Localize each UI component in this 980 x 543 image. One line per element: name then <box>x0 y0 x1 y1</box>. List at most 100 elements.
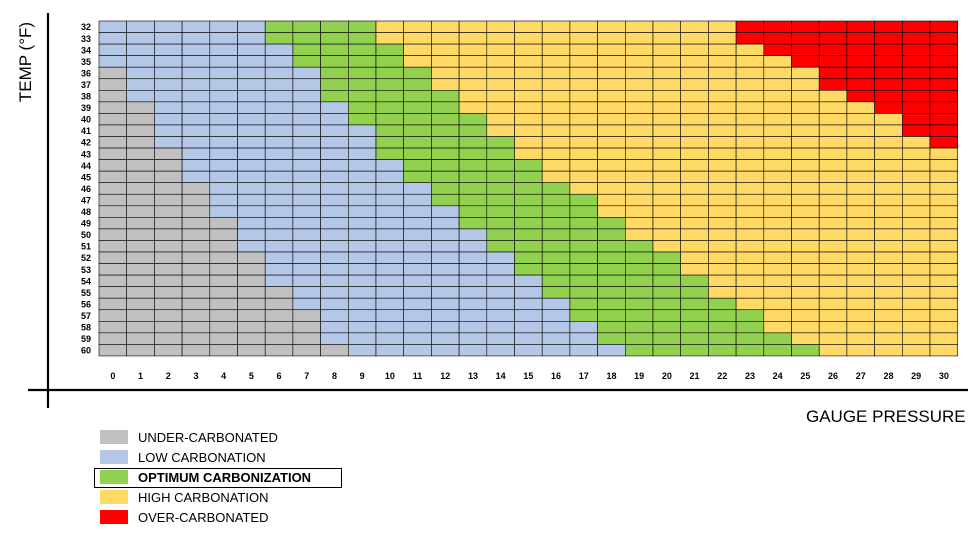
heatmap-cell <box>154 286 183 299</box>
heatmap-cell <box>541 332 571 345</box>
x-tick-label: 2 <box>166 371 171 381</box>
heatmap-cell <box>597 344 626 357</box>
heatmap-cell <box>708 147 737 160</box>
heatmap-cell <box>874 55 903 68</box>
heatmap-cell <box>264 66 294 80</box>
heatmap-cell <box>680 205 709 218</box>
x-tick-label: 27 <box>856 371 866 381</box>
heatmap-cell <box>680 286 709 299</box>
heatmap-cell <box>431 193 460 207</box>
heatmap-cell <box>292 217 321 230</box>
heatmap-cell <box>929 159 959 172</box>
heatmap-cell <box>818 101 848 114</box>
heatmap-cell <box>347 309 377 322</box>
heatmap-cell <box>791 78 820 91</box>
heatmap-cell <box>292 113 321 126</box>
heatmap-cell <box>514 263 543 276</box>
heatmap-cell <box>735 170 765 183</box>
heatmap-cell <box>901 344 931 357</box>
heatmap-cell <box>154 344 183 357</box>
heatmap-cell <box>264 193 294 207</box>
y-tick-label: 60 <box>81 346 91 356</box>
x-tick-label: 9 <box>360 371 365 381</box>
heatmap-cell <box>541 78 571 91</box>
heatmap-cell <box>181 147 211 160</box>
x-tick-label: 10 <box>385 371 395 381</box>
heatmap-cell <box>458 124 488 137</box>
heatmap-cell <box>375 297 405 311</box>
heatmap-cell <box>181 43 211 56</box>
heatmap-cell <box>569 124 598 137</box>
heatmap-cell <box>846 274 875 287</box>
heatmap-cell <box>791 274 820 287</box>
heatmap-cell <box>929 193 959 207</box>
heatmap-cell <box>874 43 903 56</box>
y-tick-label: 56 <box>81 299 91 309</box>
heatmap-cell <box>846 193 875 207</box>
heatmap-cell <box>514 136 543 149</box>
heatmap-cell <box>292 147 321 160</box>
heatmap-cell <box>929 240 959 253</box>
heatmap-cell <box>735 332 765 345</box>
heatmap-cell <box>818 182 848 195</box>
heatmap-cell <box>126 182 155 195</box>
heatmap-cell <box>569 159 598 172</box>
heatmap-cell <box>126 20 155 33</box>
heatmap-cell <box>154 320 183 334</box>
heatmap-cell <box>126 320 155 334</box>
heatmap-cell <box>874 90 903 103</box>
heatmap-cell <box>264 274 294 287</box>
heatmap-cell <box>209 297 238 311</box>
heatmap-cell <box>264 20 294 33</box>
x-tick-label: 15 <box>523 371 533 381</box>
heatmap-cell <box>708 193 737 207</box>
heatmap-cell <box>486 113 515 126</box>
heatmap-cell <box>652 320 682 334</box>
heatmap-cell <box>569 228 598 241</box>
y-tick-label: 34 <box>81 45 91 55</box>
heatmap-cell <box>846 113 875 126</box>
heatmap-cell <box>541 170 571 183</box>
heatmap-cell <box>763 113 792 126</box>
heatmap-cell <box>486 136 515 149</box>
heatmap-cell <box>486 309 515 322</box>
heatmap-cell <box>209 78 238 91</box>
heatmap-cell <box>431 136 460 149</box>
heatmap-cell <box>569 309 598 322</box>
heatmap-cell <box>98 136 128 149</box>
heatmap-cell <box>181 217 211 230</box>
heatmap-cell <box>292 344 321 357</box>
heatmap-cell <box>680 136 709 149</box>
legend-item-low: LOW CARBONATION <box>98 448 348 468</box>
heatmap-cell <box>237 228 266 241</box>
heatmap-cell <box>514 344 543 357</box>
legend-item-optimum: OPTIMUM CARBONIZATION <box>98 468 348 488</box>
heatmap-cell <box>375 170 405 183</box>
heatmap-cell <box>209 66 238 80</box>
heatmap-cell <box>347 263 377 276</box>
heatmap-cell <box>209 182 238 195</box>
heatmap-cell <box>791 170 820 183</box>
heatmap-cell <box>541 193 571 207</box>
heatmap-cell <box>403 78 432 91</box>
heatmap-cell <box>458 332 488 345</box>
heatmap-cell <box>791 309 820 322</box>
heatmap-cell <box>514 193 543 207</box>
heatmap-cell <box>818 263 848 276</box>
heatmap-cell <box>126 159 155 172</box>
heatmap-cell <box>292 159 321 172</box>
heatmap-cell <box>403 159 432 172</box>
heatmap-cell <box>846 240 875 253</box>
heatmap-cell <box>264 43 294 56</box>
heatmap-cell <box>264 136 294 149</box>
heatmap-cell <box>264 228 294 241</box>
heatmap-cell <box>708 32 737 45</box>
heatmap-cell <box>735 228 765 241</box>
heatmap-cell <box>292 124 321 137</box>
heatmap-cell <box>181 66 211 80</box>
heatmap-cell <box>431 32 460 45</box>
heatmap-cell <box>403 344 432 357</box>
heatmap-cell <box>209 205 238 218</box>
heatmap-cell <box>209 170 238 183</box>
heatmap-cell <box>181 20 211 33</box>
